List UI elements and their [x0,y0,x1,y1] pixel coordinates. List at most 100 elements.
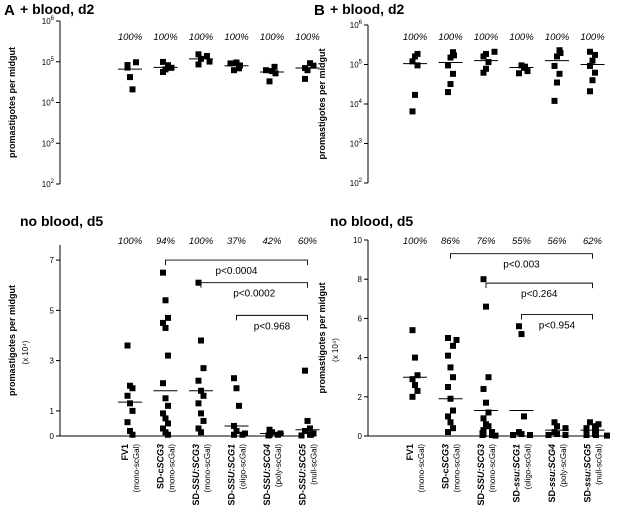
data-point [479,432,486,439]
data-point [593,432,599,439]
category-ital: SSU:SCG3 [191,444,201,490]
data-point [233,59,240,66]
data-point [198,429,204,436]
data-point [480,385,487,392]
data-point [160,425,166,432]
data-point [453,336,460,343]
tick-base: 10 [42,99,51,108]
data-point [445,352,451,359]
y-tick-label: 103 [350,139,363,149]
category-pre: SD- [191,490,201,506]
data-point [545,432,552,439]
data-point [524,68,531,75]
category-label: SD-SSU:SCG4 [262,444,272,506]
percent-label: 100% [509,32,534,43]
category-ital: ssu:SCG1 [512,444,522,487]
tick-base: 10 [350,140,359,149]
data-point [195,400,202,407]
data-point [556,70,563,77]
y-axis-unit: (x 10⁴) [21,340,30,364]
y-axis-label: promastigotes per midgut [7,285,17,396]
percent-label: 100% [118,32,143,43]
data-point [551,419,558,426]
percent-label: 100% [403,32,428,43]
data-point [227,60,234,67]
data-point [450,70,456,77]
data-point [198,337,204,344]
tick-exp: 4 [51,98,55,104]
category-label: SD-cSCG3 [156,444,166,489]
data-point [589,77,596,84]
tick-base: 10 [42,17,51,26]
data-point [204,53,210,60]
data-point [480,276,487,283]
data-point [485,409,492,416]
data-point [450,374,456,381]
data-point [160,380,166,387]
y-axis-label: promastigotes per midgut [317,282,327,393]
data-point [409,58,416,65]
category-pre: SD- [512,487,522,503]
data-point [265,432,272,439]
percent-label: 86% [441,236,461,247]
data-point [592,51,598,58]
data-point [450,342,456,349]
y-tick-label: 103 [42,138,55,148]
data-point [409,327,416,334]
data-point [583,425,590,432]
category-pre: SD- [262,490,272,506]
data-point [447,419,454,426]
data-point [445,429,451,436]
tick-exp: 2 [359,178,363,184]
data-point [445,413,451,420]
category-sublabel: (null-scGal) [595,444,604,485]
data-point [233,427,240,434]
category-sublabel: (mono-scGal) [203,444,212,493]
category-sublabel: (oligo-scGal) [524,444,533,490]
data-point [160,410,166,417]
data-point [165,431,171,438]
data-point [527,432,533,439]
data-point [231,67,237,74]
category-pre: SD- [476,490,486,506]
data-point [483,303,489,310]
data-point [231,431,237,438]
data-point [450,407,456,414]
tick-base: 10 [350,21,359,30]
y-axis-unit: (x 10⁴) [331,338,340,362]
data-point [266,78,273,85]
percent-label: 37% [227,236,247,247]
category-sublabel: (poly-scGal) [274,444,283,487]
data-point [233,385,240,392]
data-point [483,65,489,72]
data-point [480,69,487,76]
y-tick-label: 104 [42,98,55,108]
data-point [195,279,202,286]
category-pre: SD- [547,487,557,503]
percent-label: 42% [262,236,282,247]
data-point [195,51,202,58]
percent-label: 100% [118,236,143,247]
data-point [414,372,421,379]
category-sublabel: (mono-scGal) [168,444,177,493]
data-point [516,70,522,77]
data-point [160,269,166,276]
tick-exp: 5 [359,60,363,66]
panel-letter: A [4,2,15,19]
data-point [302,367,308,374]
data-point [307,60,313,67]
y-axis-label: promastigotes per midgut [7,47,17,158]
data-point [308,431,314,438]
category-sublabel: (mono-scGal) [132,444,141,493]
data-point [165,402,171,409]
percent-label: 100% [224,32,249,43]
data-point [409,393,416,400]
data-point [551,97,558,104]
data-point [129,407,136,414]
tick-base: 10 [350,100,359,109]
y-tick-label: 105 [350,60,363,70]
data-point [521,413,527,420]
data-point [302,427,308,434]
data-point [483,50,489,57]
